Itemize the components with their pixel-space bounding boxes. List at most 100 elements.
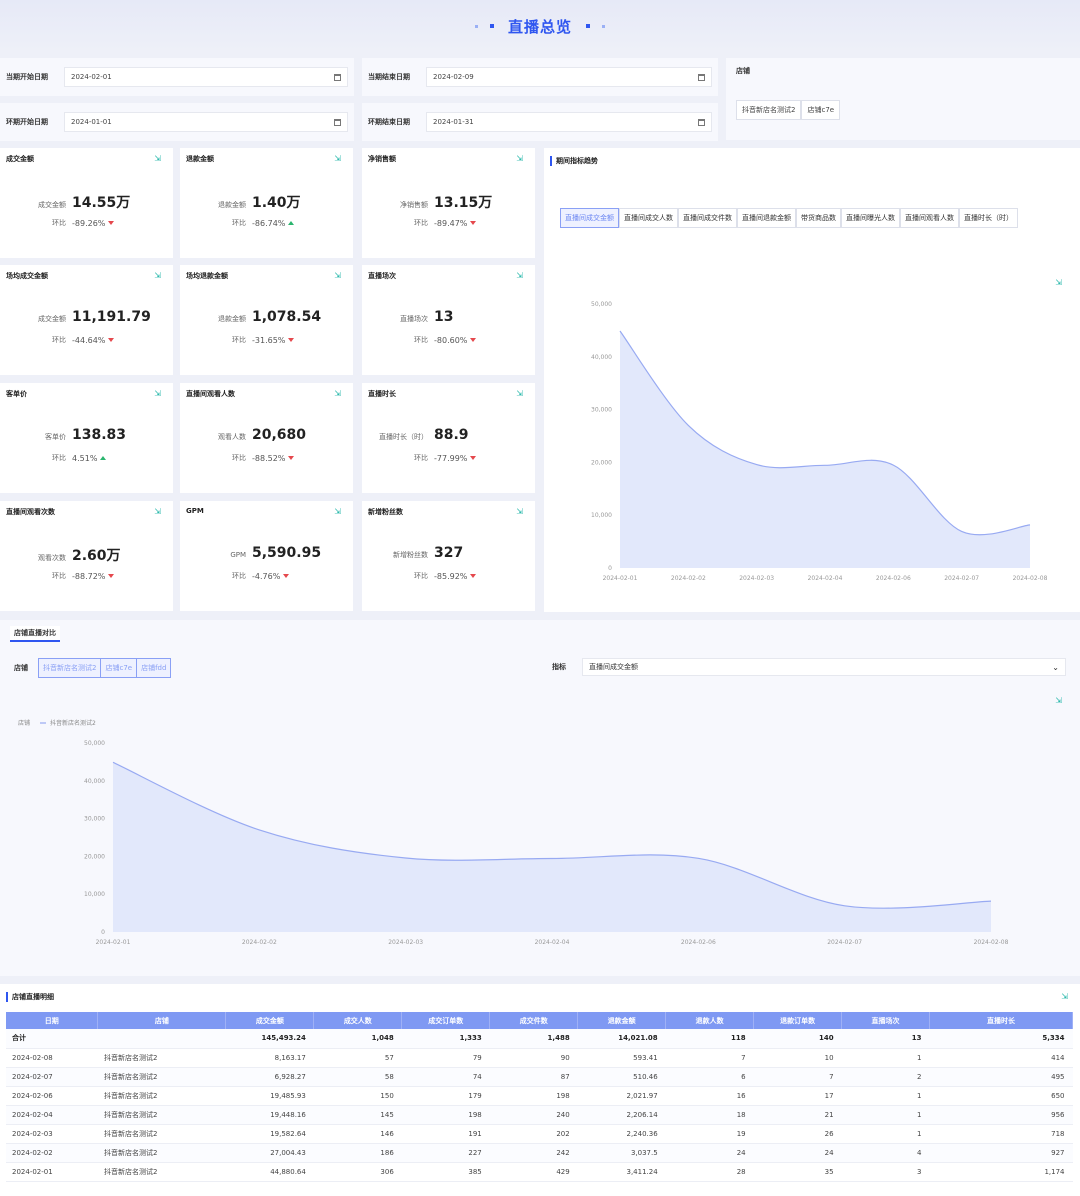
table-cell: 1 — [841, 1048, 930, 1068]
download-icon[interactable]: ⇲ — [334, 271, 341, 280]
table-cell: 17 — [753, 1086, 842, 1106]
kpi-card: 场均成交金额 ⇲ 成交金额 11,191.79 环比 -44.64% — [0, 265, 173, 375]
table-header[interactable]: 成交金额 — [225, 1012, 315, 1029]
table-row[interactable]: 2024-02-02 抖音新店名测试2 27,004.43 186 227 242 3,03… — [6, 1143, 1073, 1163]
arrow-down-icon — [470, 456, 477, 460]
trend-tab[interactable]: 直播时长（时） — [959, 208, 1018, 228]
store-tag[interactable]: 抖音新店名测试2 — [736, 100, 802, 120]
current-end-date-input[interactable]: 2024-02-09 — [426, 67, 712, 87]
trend-tab[interactable]: 直播间成交件数 — [678, 208, 737, 228]
kpi-change: -31.65% — [252, 335, 286, 345]
compare-chart: 0 10,000 20,000 30,000 40,000 50,000 2024-02-0… — [18, 719, 1009, 946]
y-tick-label: 30,000 — [84, 816, 105, 823]
kpi-card: 新增粉丝数 ⇲ 新增粉丝数 327 环比 -85.92% — [362, 501, 535, 611]
chevron-down-icon: ⌄ — [1052, 662, 1059, 672]
table-cell: 抖音新店名测试2 — [97, 1086, 226, 1106]
compare-store-tag[interactable]: 抖音新店名测试2 — [39, 659, 102, 677]
kpi-value: 13.15万 — [434, 195, 493, 211]
kpi-title: GPM — [186, 507, 204, 515]
table-row[interactable]: 2024-02-04 抖音新店名测试2 19,448.16 145 198 240 2,20… — [6, 1105, 1073, 1125]
table-header[interactable]: 直播场次 — [841, 1012, 931, 1029]
table-header[interactable]: 直播时长 — [929, 1012, 1073, 1029]
trend-tab[interactable]: 直播间成交金额 — [560, 208, 619, 228]
table-row[interactable]: 2024-02-07 抖音新店名测试2 6,928.27 58 74 87 510.46 6 7… — [6, 1067, 1073, 1087]
table-header[interactable]: 日期 — [6, 1012, 99, 1029]
y-tick-label: 50,000 — [591, 301, 612, 308]
table-cell: 7 — [753, 1067, 842, 1087]
calendar-icon[interactable] — [698, 118, 705, 126]
download-icon[interactable]: ⇲ — [154, 154, 161, 163]
store-tag[interactable]: 店铺c7e — [801, 100, 841, 120]
trend-tab[interactable]: 直播间曝光人数 — [841, 208, 900, 228]
y-tick-label: 10,000 — [84, 891, 105, 898]
table-cell: 306 — [313, 1162, 402, 1182]
download-icon[interactable]: ⇲ — [334, 507, 341, 516]
trend-tab[interactable]: 直播间退款金额 — [737, 208, 796, 228]
trend-tab[interactable]: 带货商品数 — [796, 208, 841, 228]
table-row[interactable]: 2024-02-08 抖音新店名测试2 8,163.17 57 79 90 593.41 7 1… — [6, 1048, 1073, 1068]
calendar-icon[interactable] — [334, 73, 341, 81]
download-icon[interactable]: ⇲ — [1055, 696, 1062, 705]
download-icon[interactable]: ⇲ — [516, 507, 523, 516]
download-icon[interactable]: ⇲ — [334, 389, 341, 398]
compare-store-tag[interactable]: 店铺c7e — [101, 659, 138, 677]
download-icon[interactable]: ⇲ — [516, 389, 523, 398]
table-cell: 抖音新店名测试2 — [97, 1067, 226, 1087]
header-decoration — [489, 24, 494, 28]
y-tick-label: 20,000 — [84, 853, 105, 860]
table-cell: 146 — [313, 1124, 402, 1144]
download-icon[interactable]: ⇲ — [516, 271, 523, 280]
prev-end-date-input[interactable]: 2024-01-31 — [426, 112, 712, 132]
calendar-icon[interactable] — [698, 73, 705, 81]
arrow-up-icon — [288, 221, 295, 225]
table-cell: 28 — [665, 1162, 754, 1182]
kpi-change: -89.26% — [72, 218, 106, 228]
kpi-compare-label: 环比 — [414, 219, 428, 227]
table-header[interactable]: 成交人数 — [313, 1012, 403, 1029]
kpi-change: -89.47% — [434, 218, 468, 228]
trend-tab[interactable]: 直播间观看人数 — [900, 208, 959, 228]
download-icon[interactable]: ⇲ — [154, 271, 161, 280]
download-icon[interactable]: ⇲ — [1055, 278, 1062, 287]
table-header[interactable]: 店铺 — [97, 1012, 227, 1029]
download-icon[interactable]: ⇲ — [516, 154, 523, 163]
table-header[interactable]: 成交件数 — [489, 1012, 579, 1029]
table-header[interactable]: 退款人数 — [665, 1012, 755, 1029]
kpi-change: -44.64% — [72, 335, 106, 345]
table-cell: 593.41 — [577, 1048, 666, 1068]
field-label: 环期结束日期 — [368, 118, 410, 126]
kpi-title: 直播间观看人数 — [186, 390, 235, 398]
table-cell: 1,174 — [929, 1162, 1073, 1182]
table-row[interactable]: 2024-02-03 抖音新店名测试2 19,582.64 146 191 202 2,24… — [6, 1124, 1073, 1144]
table-cell: 2,240.36 — [577, 1124, 666, 1144]
table-cell: 87 — [489, 1067, 578, 1087]
download-icon[interactable]: ⇲ — [154, 389, 161, 398]
table-row[interactable]: 2024-02-01 抖音新店名测试2 44,880.64 306 385 429 3,41… — [6, 1162, 1073, 1182]
legend-item[interactable]: 抖音新店名测试2 — [50, 719, 96, 727]
metric-select[interactable]: 直播间成交金额 ⌄ — [582, 658, 1066, 676]
table-cell: 24 — [753, 1143, 842, 1163]
table-header[interactable]: 退款订单数 — [753, 1012, 843, 1029]
kpi-value: 20,680 — [252, 427, 307, 443]
series-area — [113, 762, 991, 932]
table-header[interactable]: 退款金额 — [577, 1012, 667, 1029]
x-tick-label: 2024-02-06 — [681, 939, 716, 946]
calendar-icon[interactable] — [334, 118, 341, 126]
trend-tabs: 直播间成交金额 直播间成交人数 直播间成交件数 直播间退款金额 带货商品数 直播间曝光人数… — [560, 208, 1030, 228]
download-icon[interactable]: ⇲ — [334, 154, 341, 163]
y-tick-label: 40,000 — [591, 354, 612, 361]
compare-store-tag[interactable]: 店铺fdd — [137, 659, 171, 677]
table-row[interactable]: 2024-02-06 抖音新店名测试2 19,485.93 150 179 198 2,02… — [6, 1086, 1073, 1106]
table-header[interactable]: 成交订单数 — [401, 1012, 491, 1029]
table-cell: 1,048 — [313, 1029, 402, 1049]
x-tick-label: 2024-02-07 — [944, 575, 979, 582]
trend-tab[interactable]: 直播间成交人数 — [619, 208, 678, 228]
prev-start-date-input[interactable]: 2024-01-01 — [64, 112, 348, 132]
compare-store-label: 店铺 — [14, 664, 28, 672]
table-cell: 242 — [489, 1143, 578, 1163]
current-start-date-input[interactable]: 2024-02-01 — [64, 67, 348, 87]
x-tick-label: 2024-02-08 — [974, 939, 1009, 946]
download-icon[interactable]: ⇲ — [154, 507, 161, 516]
kpi-card: 场均退款金额 ⇲ 退款金额 1,078.54 环比 -31.65% — [180, 265, 353, 375]
download-icon[interactable]: ⇲ — [1061, 992, 1068, 1001]
